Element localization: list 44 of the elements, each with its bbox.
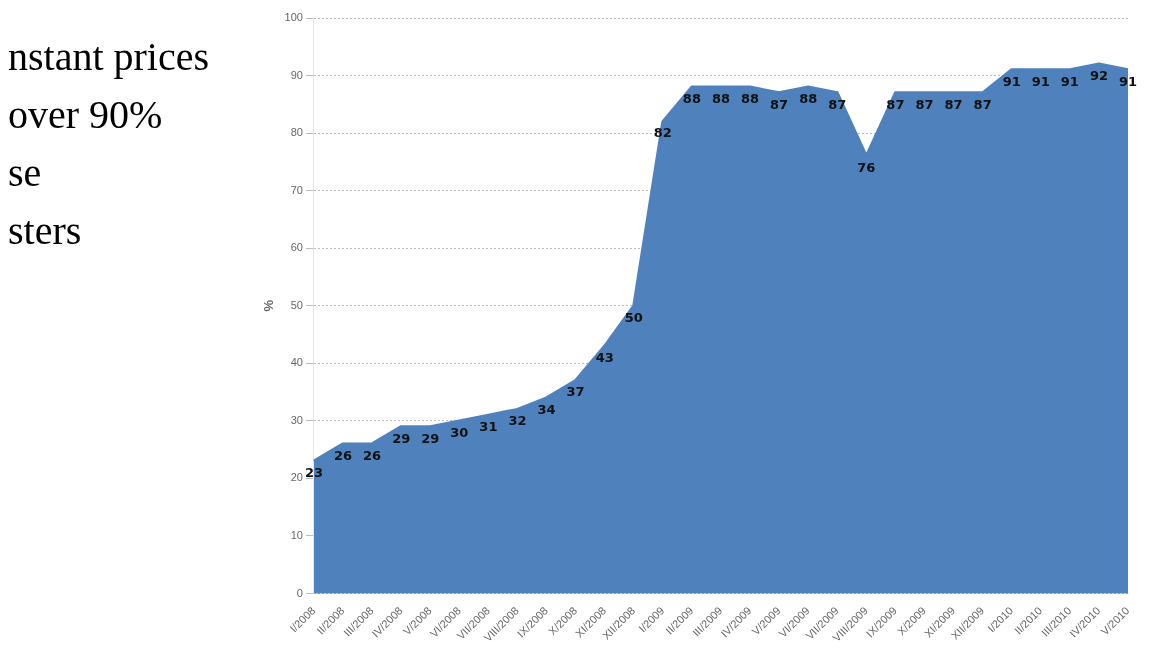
data-label: 91 — [1118, 73, 1138, 89]
data-label: 43 — [595, 349, 614, 365]
data-label: 91 — [1031, 73, 1050, 89]
data-label: 88 — [711, 90, 731, 106]
data-label: 88 — [741, 90, 760, 106]
data-label: 29 — [421, 430, 440, 446]
text: over 90% — [8, 91, 164, 139]
y-tick-label: 60 — [290, 241, 303, 254]
y-axis-title: % — [261, 299, 277, 312]
data-label: 76 — [857, 160, 876, 175]
y-tick-label: 10 — [290, 529, 303, 542]
y-tick-label: 30 — [290, 413, 303, 426]
data-label: 92 — [1089, 67, 1108, 83]
text: se — [8, 149, 43, 197]
data-label: 91 — [1060, 73, 1079, 89]
y-tick-label: 80 — [290, 126, 303, 139]
data-label: 87 — [915, 96, 934, 112]
data-label: 30 — [450, 424, 469, 440]
data-label: 50 — [624, 309, 643, 325]
data-label: 26 — [363, 447, 382, 463]
y-tick-label: 90 — [290, 68, 303, 81]
text: sters — [8, 207, 83, 255]
data-label: 23 — [304, 465, 323, 481]
y-tick-label: 100 — [284, 11, 303, 24]
data-label: 88 — [682, 90, 701, 106]
data-label: 87 — [973, 96, 992, 112]
data-label: 31 — [479, 418, 498, 434]
data-label: 26 — [333, 447, 353, 463]
y-tick-label: 70 — [290, 183, 303, 196]
data-label: 29 — [392, 430, 411, 446]
y-tick-label: 40 — [290, 356, 303, 369]
text: nstant prices — [8, 33, 211, 81]
data-label: 87 — [828, 96, 847, 112]
data-label: 37 — [566, 384, 585, 400]
y-tick-label: 20 — [290, 471, 303, 484]
y-tick-label: 50 — [290, 298, 303, 311]
data-label: 87 — [944, 96, 963, 112]
data-label: 87 — [770, 96, 789, 112]
data-label: 88 — [799, 90, 818, 106]
data-label: 34 — [537, 401, 556, 417]
data-label: 32 — [508, 413, 527, 429]
data-label: 87 — [886, 96, 905, 112]
data-label: 91 — [1002, 73, 1021, 89]
y-tick-label: 0 — [296, 586, 303, 599]
